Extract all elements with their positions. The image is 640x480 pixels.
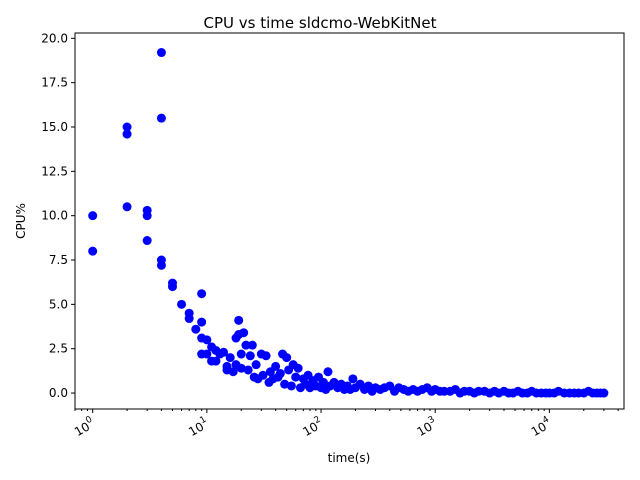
data-point [142,211,152,221]
data-point [247,340,257,350]
x-tick-label: 101 [185,415,211,439]
data-point [291,372,301,382]
data-point [156,48,166,58]
data-point [245,351,255,361]
data-point [348,374,358,384]
y-tick-label: 2.5 [49,342,68,356]
data-point [202,335,212,345]
x-axis: 100 101 102 103 104 [71,409,619,439]
data-point [225,353,235,363]
x-tick-label: 104 [528,415,554,439]
data-point [191,324,201,334]
data-point [88,246,98,256]
y-tick-label: 17.5 [41,76,68,90]
data-point [211,356,221,366]
data-point [167,282,177,292]
y-axis: 0.0 2.5 5.0 7.5 10.0 12.5 15.0 17.5 20.0 [41,31,75,400]
y-tick-label: 7.5 [49,253,68,267]
y-tick-label: 20.0 [41,31,68,45]
data-point [142,236,152,246]
data-point [293,363,303,373]
data-point [122,202,132,212]
data-point [156,260,166,270]
data-point [282,353,292,363]
x-tick-label: 103 [414,415,440,439]
x-axis-label: time(s) [328,451,371,465]
data-point [202,349,212,359]
data-point [219,347,229,357]
data-point [286,381,296,391]
data-points [88,48,609,398]
y-axis-label: CPU% [14,203,28,239]
x-tick-label: 100 [71,415,97,439]
data-point [258,370,268,380]
data-point [318,377,328,387]
data-point [234,315,244,325]
data-point [239,328,249,338]
data-point [197,317,207,327]
y-tick-label: 5.0 [49,297,68,311]
data-point [122,129,132,139]
data-point [275,369,285,379]
x-tick-label: 102 [299,415,325,439]
data-point [241,340,251,350]
data-point [323,367,333,377]
data-point [280,379,290,389]
data-point [177,299,187,309]
data-point [271,361,281,371]
data-point [251,360,261,370]
plot-area [74,32,625,410]
y-tick-label: 12.5 [41,164,68,178]
chart-title: CPU vs time sldcmo-WebKitNet [204,14,437,32]
data-point [197,289,207,299]
data-point [599,388,609,398]
data-point [236,363,246,373]
data-point [122,122,132,132]
y-tick-label: 15.0 [41,120,68,134]
y-tick-label: 0.0 [49,386,68,400]
data-point [236,349,246,359]
data-point [228,367,238,377]
data-point [184,314,194,324]
y-tick-label: 10.0 [41,209,68,223]
data-point [156,113,166,123]
data-point [261,351,271,361]
data-point [243,365,253,375]
data-point [88,211,98,221]
